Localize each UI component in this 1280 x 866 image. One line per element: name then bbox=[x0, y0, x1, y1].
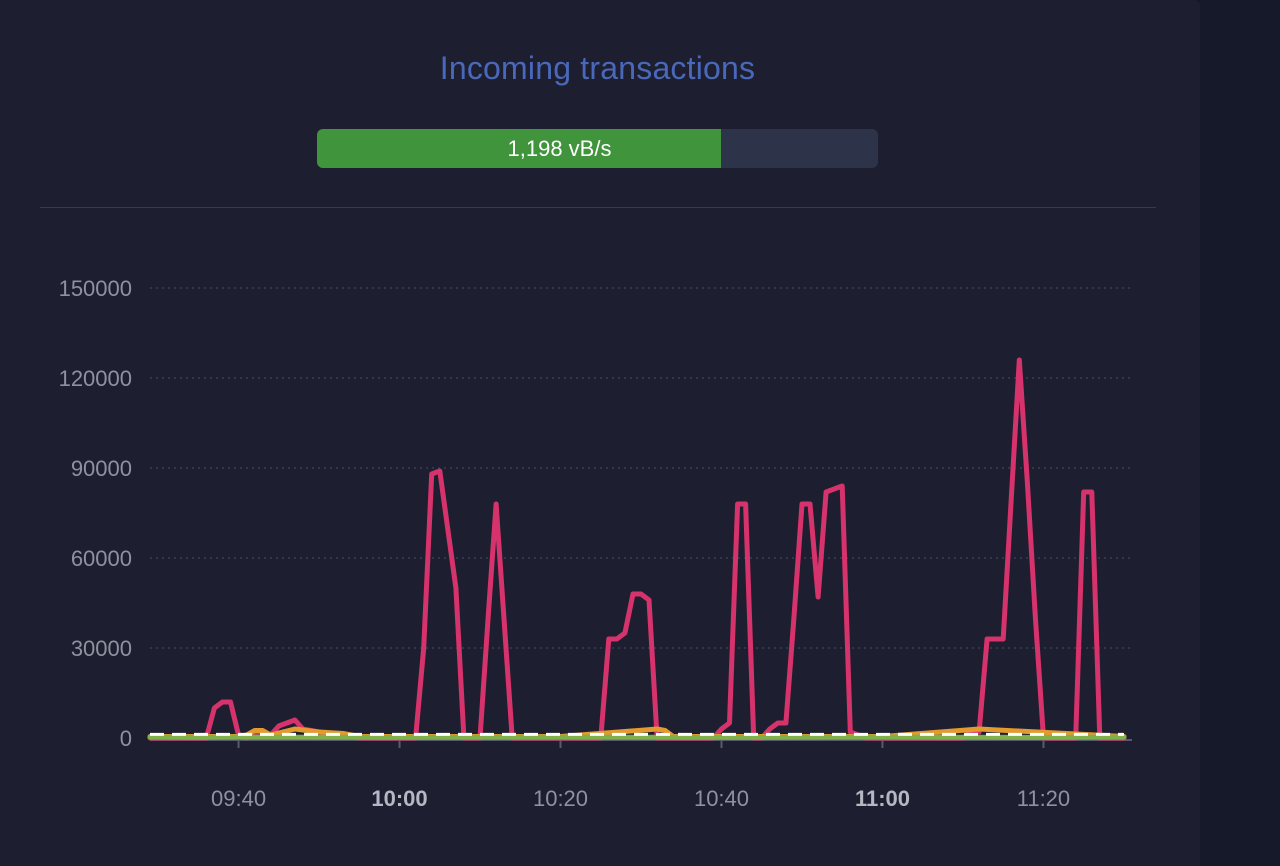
chart-series bbox=[147, 357, 1127, 741]
chart-title: Incoming transactions bbox=[439, 50, 756, 86]
x-tick-label: 10:20 bbox=[533, 786, 588, 811]
y-tick-label: 0 bbox=[120, 726, 132, 751]
y-tick-label: 60000 bbox=[71, 546, 132, 571]
incoming-rate-label: 1,198 vB/s bbox=[507, 135, 612, 161]
y-tick-label: 90000 bbox=[71, 456, 132, 481]
x-tick-label: 09:40 bbox=[211, 786, 266, 811]
incoming-transactions-chart: 0 30000 60000 90000 120000 150000 09:40 10:00 1… bbox=[59, 276, 1132, 811]
y-tick-label: 30000 bbox=[71, 636, 132, 661]
series-line-1 bbox=[147, 357, 1127, 741]
x-tick-label: 11:20 bbox=[1017, 786, 1070, 811]
y-tick-label: 150000 bbox=[59, 276, 132, 301]
x-tick-label: 10:40 bbox=[694, 786, 749, 811]
side-strip bbox=[1200, 0, 1280, 866]
x-axis: 09:40 10:00 10:20 10:40 11:00 11:20 bbox=[150, 739, 1132, 811]
incoming-rate-bar: 1,198 vB/s bbox=[317, 129, 878, 168]
x-tick-label: 10:00 bbox=[371, 786, 427, 811]
y-axis: 0 30000 60000 90000 120000 150000 bbox=[59, 276, 132, 751]
chart-grid bbox=[150, 287, 1132, 649]
x-tick-label: 11:00 bbox=[855, 786, 910, 811]
incoming-rate-fill bbox=[317, 129, 721, 168]
y-tick-label: 120000 bbox=[59, 366, 132, 391]
section-divider bbox=[40, 207, 1156, 208]
